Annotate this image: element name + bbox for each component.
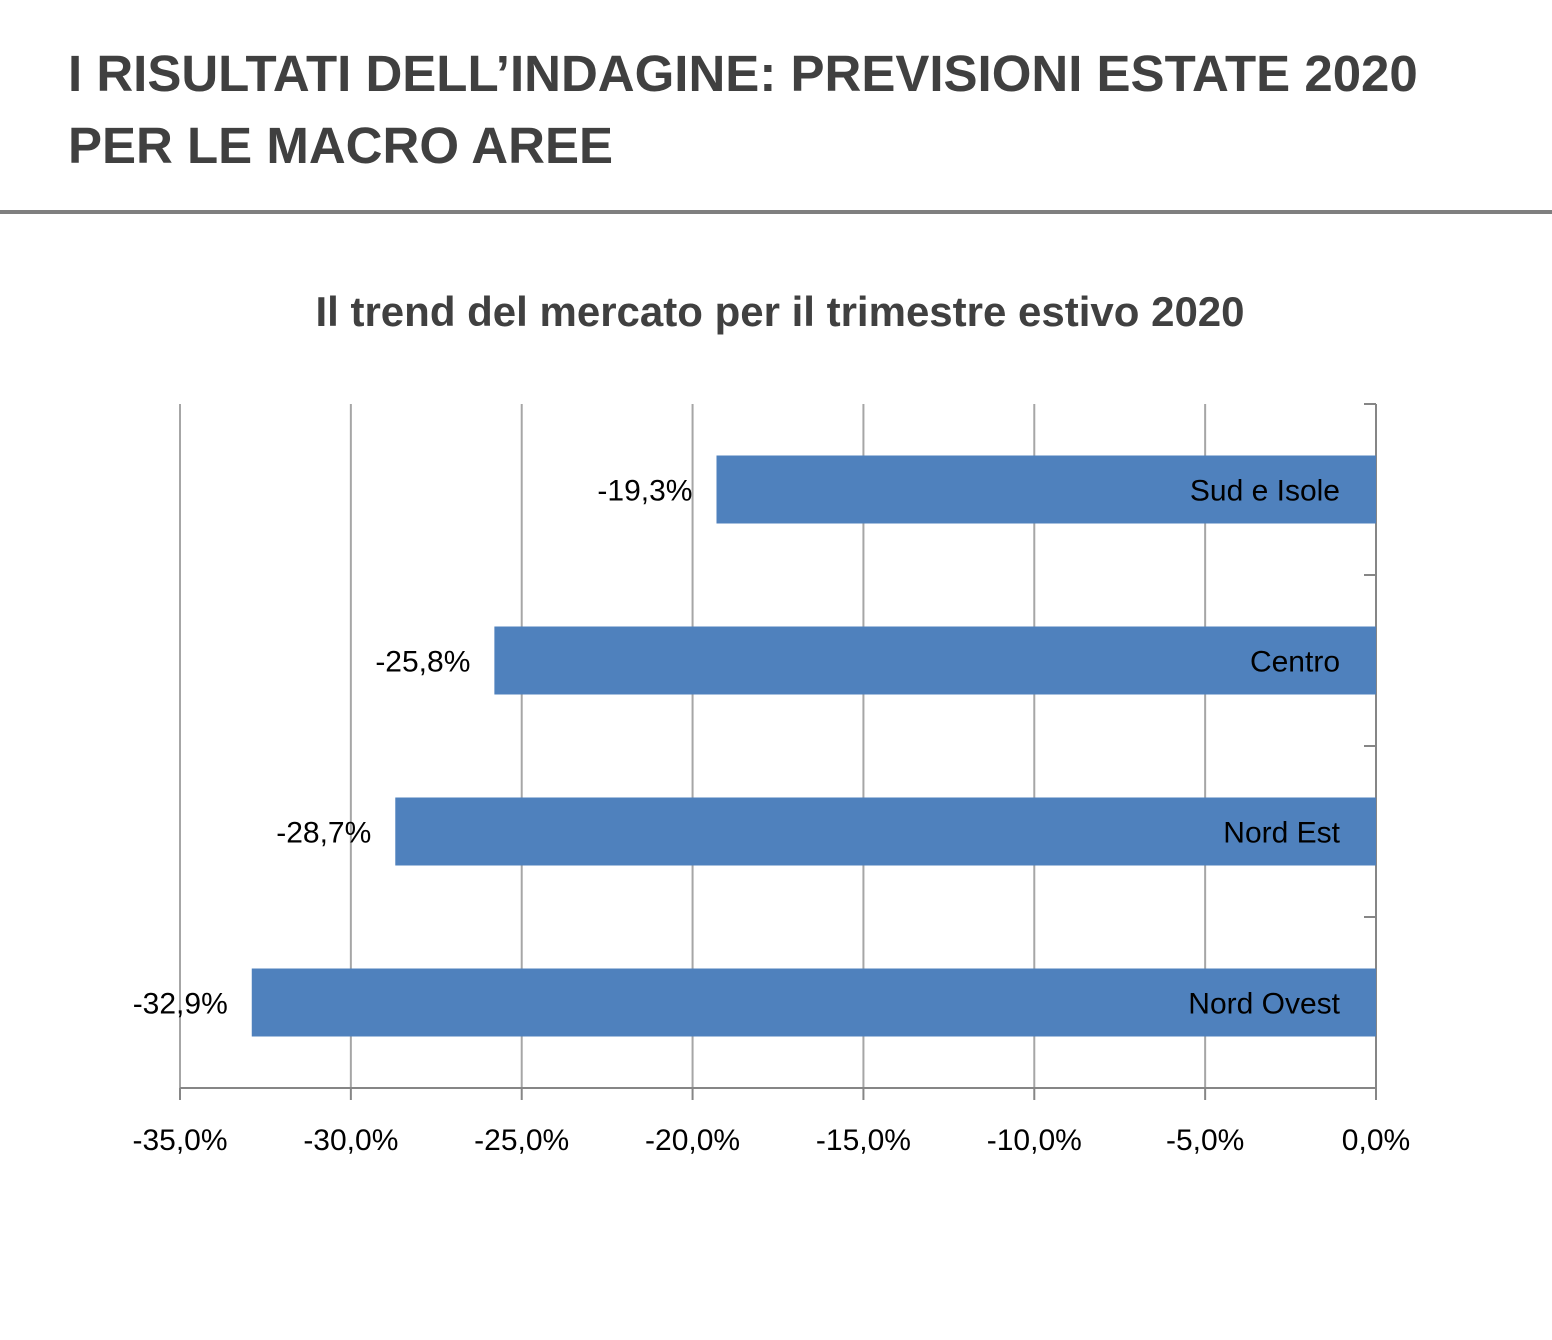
bar-nord-est — [395, 797, 1376, 866]
data-label: -28,7% — [276, 817, 371, 850]
page-title: I RISULTATI DELL’INDAGINE: PREVISIONI ES… — [68, 45, 1418, 174]
bar-centro — [494, 626, 1376, 695]
x-tick-label: -35,0% — [132, 1124, 227, 1157]
title-divider — [0, 210, 1552, 214]
x-tick-label: -10,0% — [987, 1124, 1082, 1157]
bar-sud-e-isole — [716, 455, 1376, 524]
bar-nord-ovest — [251, 968, 1376, 1037]
category-label: Sud e Isole — [1190, 475, 1340, 508]
category-label: Nord Ovest — [1188, 988, 1340, 1021]
data-label: -25,8% — [375, 646, 470, 679]
x-tick-label: -30,0% — [303, 1124, 398, 1157]
x-tick-label: -20,0% — [645, 1124, 740, 1157]
x-tick-label: 0,0% — [1342, 1124, 1410, 1157]
data-label: -19,3% — [597, 475, 692, 508]
category-label: Centro — [1250, 646, 1340, 679]
chart-title: Il trend del mercato per il trimestre es… — [315, 288, 1245, 335]
x-tick-label: -15,0% — [816, 1124, 911, 1157]
x-tick-label: -5,0% — [1166, 1124, 1244, 1157]
data-label: -32,9% — [133, 988, 228, 1021]
category-label: Nord Est — [1223, 817, 1340, 850]
x-tick-label: -25,0% — [474, 1124, 569, 1157]
